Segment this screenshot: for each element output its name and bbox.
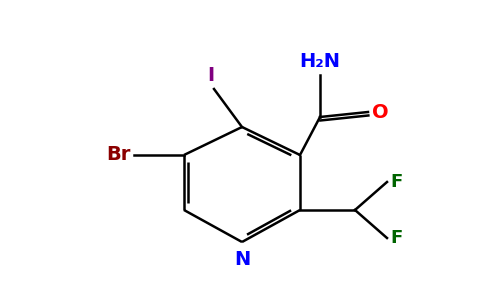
Text: O: O: [372, 103, 389, 122]
Text: Br: Br: [106, 146, 131, 164]
Text: I: I: [208, 66, 214, 85]
Text: H₂N: H₂N: [300, 52, 341, 71]
Text: F: F: [390, 229, 402, 247]
Text: N: N: [234, 250, 250, 269]
Text: F: F: [390, 173, 402, 191]
